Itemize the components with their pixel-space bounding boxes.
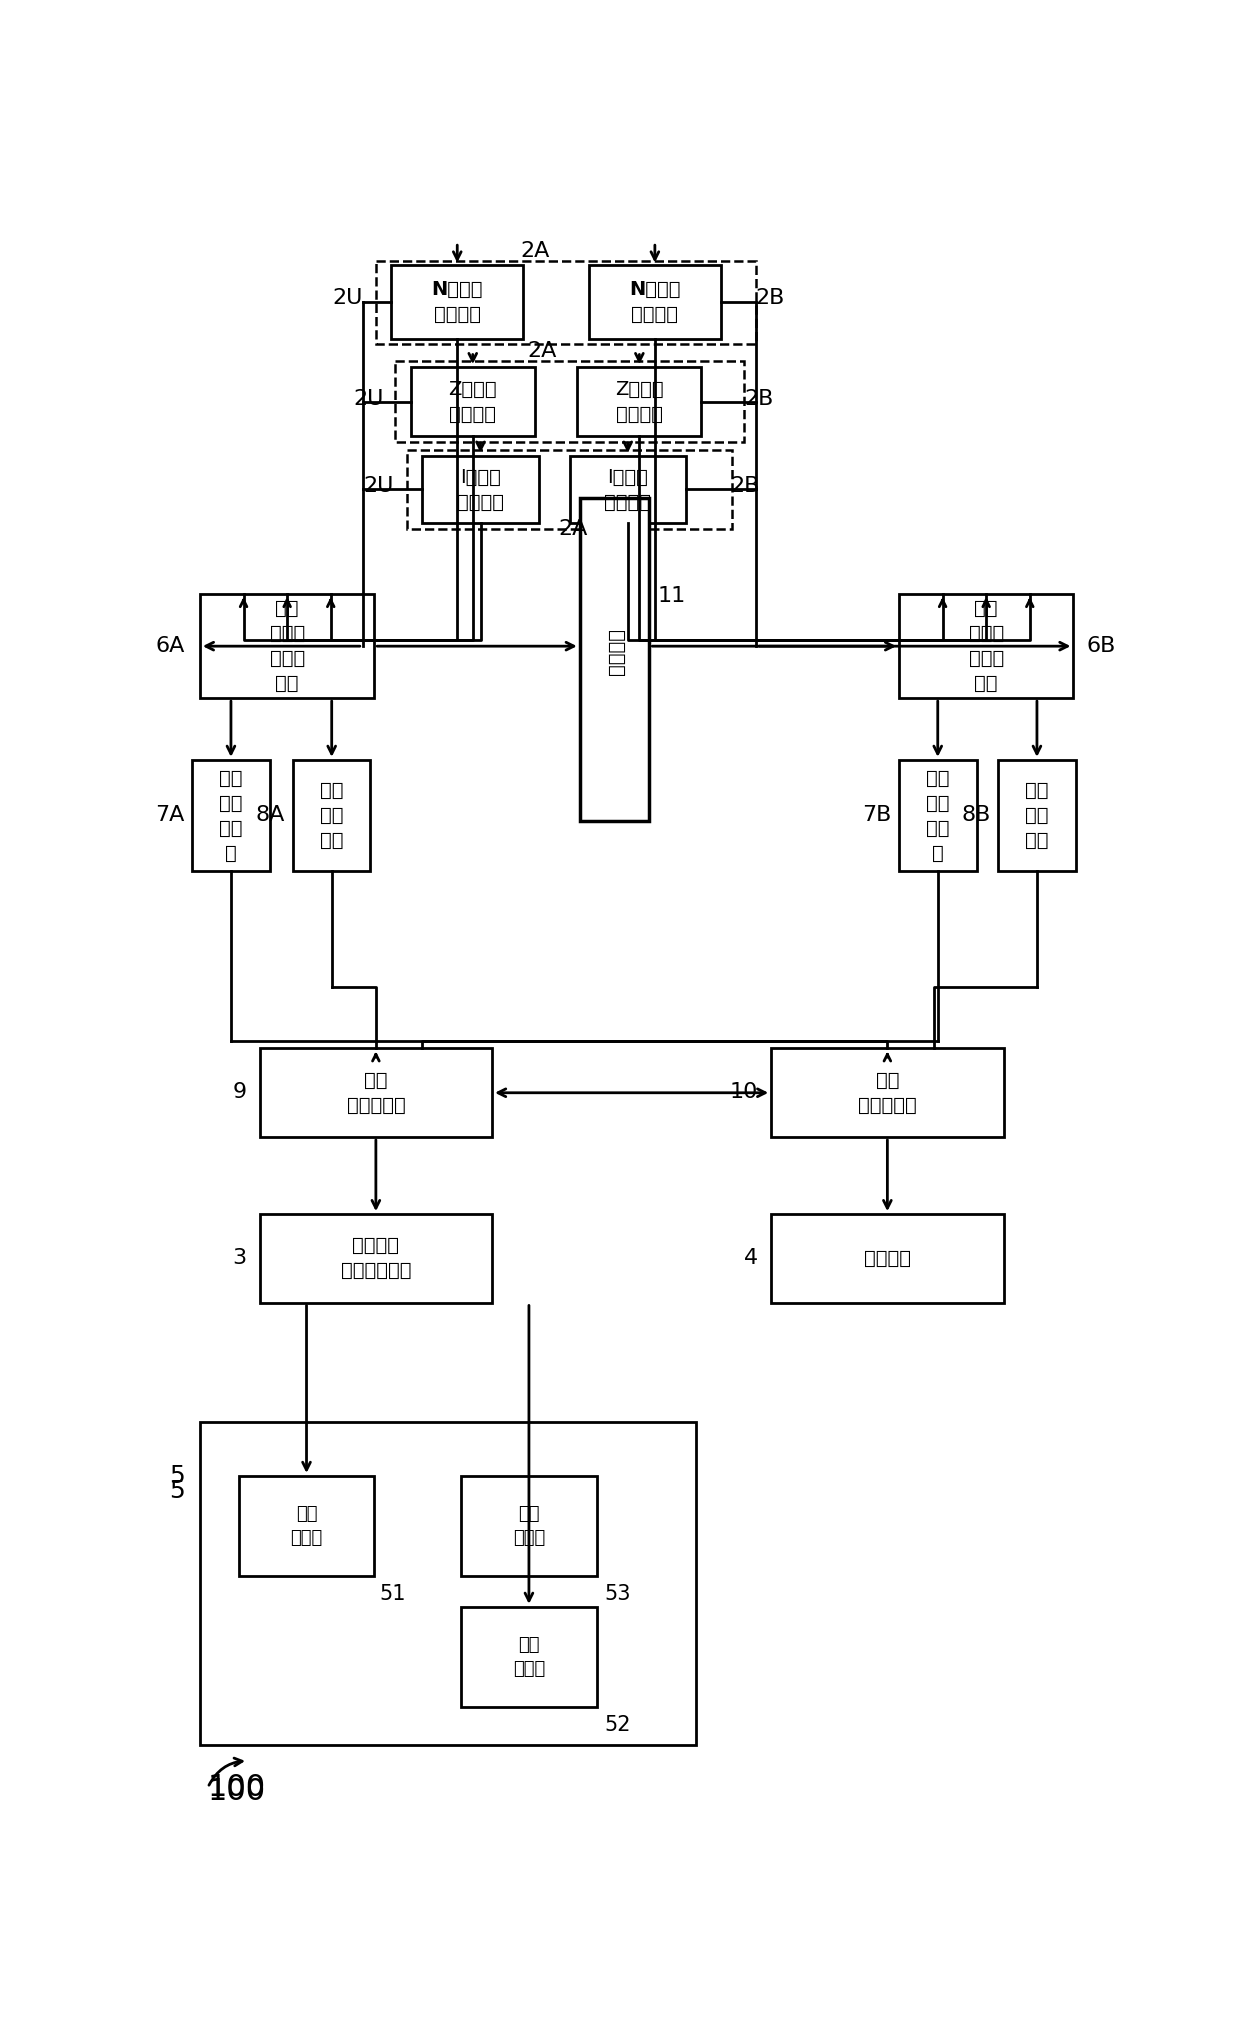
- Text: N蓄积振
荡第二路: N蓄积振 荡第二路: [629, 280, 681, 323]
- Text: 100: 100: [207, 1774, 265, 1802]
- Text: 2B: 2B: [730, 475, 759, 496]
- Text: 接收
控制部: 接收 控制部: [513, 1636, 546, 1678]
- Bar: [569, 455, 686, 524]
- Text: I蓄积振
荡第二路: I蓄积振 荡第二路: [604, 467, 651, 512]
- Bar: [998, 760, 1076, 872]
- Text: 7B: 7B: [862, 805, 892, 825]
- Text: 2B: 2B: [755, 289, 785, 307]
- Bar: [410, 368, 534, 437]
- Text: 10: 10: [729, 1083, 758, 1103]
- Bar: [392, 266, 523, 339]
- Bar: [192, 760, 270, 872]
- Bar: [200, 593, 374, 699]
- Text: 2U: 2U: [353, 390, 383, 408]
- Text: N蓄积振
荡第一路: N蓄积振 荡第一路: [432, 280, 484, 323]
- Text: 8A: 8A: [255, 805, 285, 825]
- Text: 7A: 7A: [155, 805, 185, 825]
- Text: 4: 4: [744, 1248, 758, 1268]
- Text: 53: 53: [605, 1583, 631, 1603]
- Text: 第二
路选择
收发切
换路: 第二 路选择 收发切 换路: [968, 599, 1004, 693]
- Text: 2U: 2U: [332, 289, 363, 307]
- Text: 第二
发射
放大
器: 第二 发射 放大 器: [926, 768, 950, 862]
- Text: 52: 52: [605, 1715, 631, 1735]
- Text: 接收电路: 接收电路: [864, 1250, 911, 1268]
- Bar: [423, 455, 538, 524]
- Text: 2A: 2A: [558, 518, 588, 538]
- Text: 2B: 2B: [744, 390, 774, 408]
- Text: 2A: 2A: [520, 240, 549, 260]
- Text: 51: 51: [379, 1583, 407, 1603]
- Bar: [238, 1475, 374, 1577]
- Bar: [461, 1607, 596, 1707]
- Bar: [376, 260, 755, 343]
- Text: 100: 100: [207, 1778, 265, 1806]
- Bar: [293, 760, 371, 872]
- Bar: [259, 1213, 492, 1303]
- Text: 发射电路
（产生振荡）: 发射电路 （产生振荡）: [341, 1235, 412, 1280]
- Text: 5: 5: [169, 1479, 185, 1504]
- Text: 流速构件: 流速构件: [606, 628, 626, 675]
- Text: 6A: 6A: [155, 636, 185, 656]
- Text: 2A: 2A: [528, 341, 557, 362]
- Bar: [899, 760, 977, 872]
- Bar: [771, 1049, 1003, 1138]
- Text: 11: 11: [657, 587, 686, 606]
- Text: 第一
路选择
收发切
换路: 第一 路选择 收发切 换路: [269, 599, 305, 693]
- Text: 5: 5: [169, 1463, 185, 1487]
- Bar: [407, 451, 733, 528]
- Bar: [771, 1213, 1003, 1303]
- Text: Z蓄积振
荡第二路: Z蓄积振 荡第二路: [615, 380, 663, 425]
- Bar: [396, 362, 744, 441]
- Bar: [200, 1422, 696, 1745]
- Text: 8B: 8B: [961, 805, 991, 825]
- Text: 6B: 6B: [1086, 636, 1116, 656]
- Text: 第二
收放
大器: 第二 收放 大器: [1025, 780, 1049, 849]
- Text: I蓄积振
荡第一路: I蓄积振 荡第一路: [458, 467, 503, 512]
- Text: 2U: 2U: [363, 475, 394, 496]
- Text: 第一
发射
放大
器: 第一 发射 放大 器: [219, 768, 243, 862]
- Bar: [589, 266, 720, 339]
- Text: 第一
收放
大器: 第一 收放 大器: [320, 780, 343, 849]
- Bar: [578, 368, 702, 437]
- Text: 3: 3: [232, 1248, 247, 1268]
- Bar: [580, 498, 650, 821]
- Bar: [899, 593, 1074, 699]
- Text: Z蓄积振
荡第一路: Z蓄积振 荡第一路: [449, 380, 497, 425]
- Text: 切换
接收切换路: 切换 接收切换路: [858, 1071, 916, 1116]
- Text: 切换
控制部: 切换 控制部: [513, 1506, 546, 1546]
- Text: 切换
发射切换路: 切换 发射切换路: [346, 1071, 405, 1116]
- Text: 9: 9: [232, 1083, 247, 1103]
- Text: 发送
控制部: 发送 控制部: [290, 1506, 322, 1546]
- Bar: [259, 1049, 492, 1138]
- Bar: [461, 1475, 596, 1577]
